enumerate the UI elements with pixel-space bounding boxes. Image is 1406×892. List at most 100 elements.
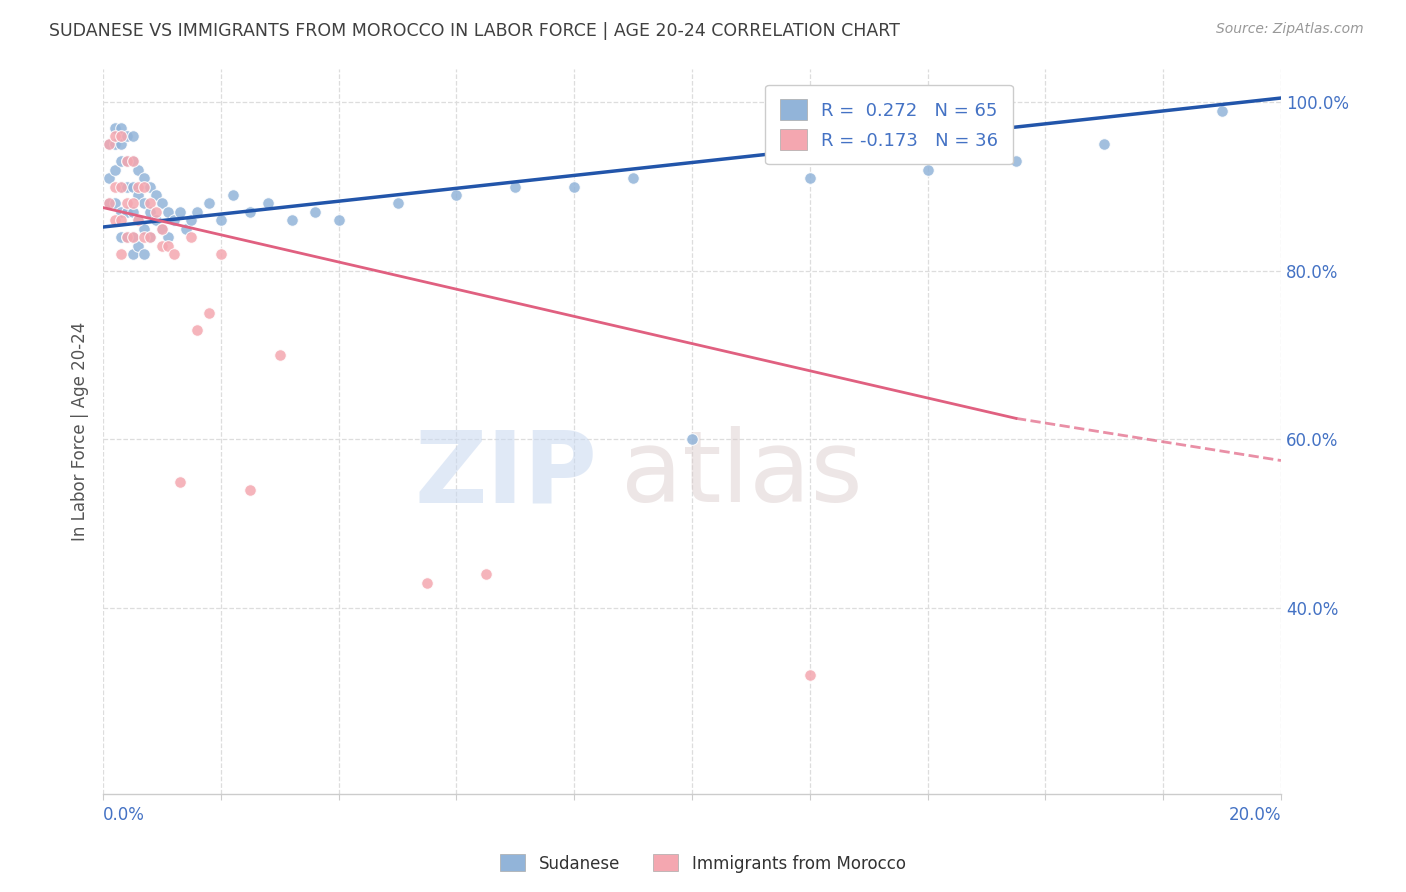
Point <box>104 213 127 227</box>
Point <box>799 668 821 682</box>
Point <box>98 196 121 211</box>
Point <box>121 154 143 169</box>
Point <box>104 162 127 177</box>
Point <box>134 196 156 211</box>
Point <box>475 567 498 582</box>
Point <box>799 171 821 186</box>
Point <box>139 230 162 244</box>
Point <box>110 230 132 244</box>
Point <box>115 230 138 244</box>
Point <box>127 179 149 194</box>
Point <box>169 204 191 219</box>
Point <box>115 154 138 169</box>
Point <box>121 230 143 244</box>
Text: 0.0%: 0.0% <box>103 806 145 824</box>
Point <box>505 179 527 194</box>
Point <box>110 128 132 143</box>
Point <box>115 196 138 211</box>
Point <box>121 230 143 244</box>
Point <box>134 221 156 235</box>
Point <box>98 137 121 152</box>
Point <box>115 230 138 244</box>
Point <box>115 154 138 169</box>
Point <box>121 154 143 169</box>
Point <box>416 575 439 590</box>
Point <box>115 204 138 219</box>
Point <box>156 238 179 252</box>
Point <box>104 196 127 211</box>
Point <box>139 204 162 219</box>
Point <box>127 188 149 202</box>
Point <box>104 137 127 152</box>
Point <box>115 179 138 194</box>
Point <box>304 204 326 219</box>
Point <box>917 162 939 177</box>
Point <box>169 475 191 489</box>
Point <box>110 179 132 194</box>
Point <box>121 204 143 219</box>
Point <box>280 213 302 227</box>
Point <box>145 204 167 219</box>
Point <box>186 204 208 219</box>
Point <box>134 230 156 244</box>
Point <box>562 179 585 194</box>
Point <box>127 213 149 227</box>
Point <box>115 128 138 143</box>
Point <box>198 196 221 211</box>
Point <box>221 188 243 202</box>
Point <box>139 230 162 244</box>
Text: SUDANESE VS IMMIGRANTS FROM MOROCCO IN LABOR FORCE | AGE 20-24 CORRELATION CHART: SUDANESE VS IMMIGRANTS FROM MOROCCO IN L… <box>49 22 900 40</box>
Point <box>98 137 121 152</box>
Point <box>110 120 132 135</box>
Point <box>127 162 149 177</box>
Text: ZIP: ZIP <box>415 426 598 523</box>
Point <box>110 204 132 219</box>
Point <box>150 221 173 235</box>
Point <box>239 483 262 497</box>
Point <box>174 221 197 235</box>
Point <box>621 171 644 186</box>
Point <box>127 213 149 227</box>
Point <box>198 306 221 320</box>
Point <box>269 348 291 362</box>
Point <box>104 179 127 194</box>
Point <box>98 171 121 186</box>
Point <box>98 196 121 211</box>
Point <box>127 238 149 252</box>
Point <box>110 154 132 169</box>
Text: Source: ZipAtlas.com: Source: ZipAtlas.com <box>1216 22 1364 37</box>
Point <box>104 120 127 135</box>
Point <box>139 196 162 211</box>
Point <box>110 179 132 194</box>
Point <box>209 247 232 261</box>
Point <box>446 188 468 202</box>
Point <box>180 213 202 227</box>
Text: atlas: atlas <box>621 426 863 523</box>
Point <box>1092 137 1115 152</box>
Point <box>150 221 173 235</box>
Point <box>139 179 162 194</box>
Point <box>110 213 132 227</box>
Text: 20.0%: 20.0% <box>1229 806 1281 824</box>
Point <box>1005 154 1028 169</box>
Point <box>104 128 127 143</box>
Point <box>186 323 208 337</box>
Point <box>110 247 132 261</box>
Legend: R =  0.272   N = 65, R = -0.173   N = 36: R = 0.272 N = 65, R = -0.173 N = 36 <box>765 85 1012 164</box>
Point <box>145 213 167 227</box>
Point <box>209 213 232 227</box>
Point <box>150 238 173 252</box>
Point <box>145 188 167 202</box>
Point <box>681 433 703 447</box>
Point <box>121 128 143 143</box>
Point <box>121 196 143 211</box>
Point <box>110 137 132 152</box>
Point <box>1211 103 1233 118</box>
Point <box>134 247 156 261</box>
Point <box>134 179 156 194</box>
Point <box>387 196 409 211</box>
Legend: Sudanese, Immigrants from Morocco: Sudanese, Immigrants from Morocco <box>494 847 912 880</box>
Y-axis label: In Labor Force | Age 20-24: In Labor Force | Age 20-24 <box>72 321 89 541</box>
Point <box>163 213 186 227</box>
Point <box>121 247 143 261</box>
